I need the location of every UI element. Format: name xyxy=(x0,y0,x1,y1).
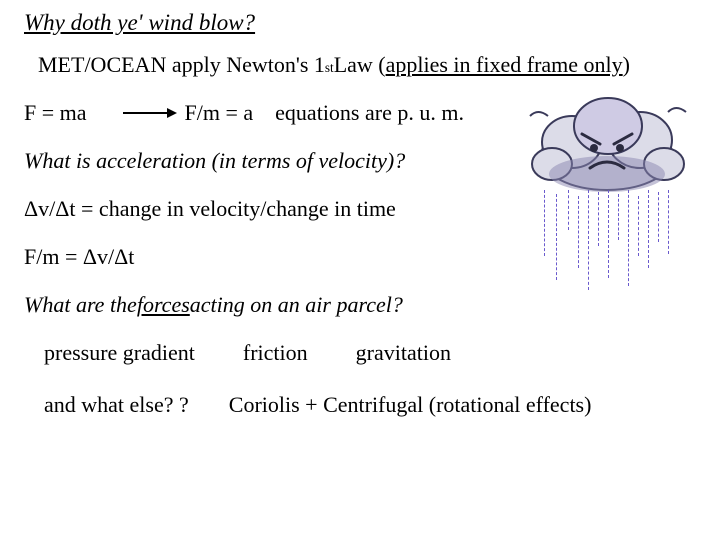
else-row: and what else? ? Coriolis + Centrifugal … xyxy=(24,392,696,418)
eq-fma: F = ma xyxy=(24,100,87,126)
text-suffix: ) xyxy=(623,52,630,78)
text-mid: Law ( xyxy=(334,52,386,78)
text-prefix: MET/OCEAN apply Newton's 1 xyxy=(38,52,325,78)
eq-fma2: F/m = a xyxy=(185,100,254,126)
newtons-law-line: MET/OCEAN apply Newton's 1st Law (applie… xyxy=(24,52,696,78)
else-question: and what else? ? xyxy=(44,392,189,418)
slide-root: Why doth ye' wind blow? MET/OCEAN apply … xyxy=(0,0,720,540)
force-friction: friction xyxy=(243,340,308,366)
text-underlined: applies in fixed frame only xyxy=(386,52,623,78)
rain-streaks xyxy=(538,190,678,300)
force-pressure-gradient: pressure gradient xyxy=(44,340,195,366)
text-underlined: forces xyxy=(137,292,190,318)
cloud-icon xyxy=(522,86,692,206)
text: What are the xyxy=(24,292,137,318)
arrow-icon xyxy=(123,106,177,120)
text: acting on an air parcel? xyxy=(190,292,403,318)
slide-title: Why doth ye' wind blow? xyxy=(24,10,696,36)
forces-list: pressure gradient friction gravitation xyxy=(24,340,696,366)
text-super: st xyxy=(325,60,334,76)
storm-cloud-graphic xyxy=(522,86,692,286)
else-answer: Coriolis + Centrifugal (rotational effec… xyxy=(229,392,592,418)
force-gravitation: gravitation xyxy=(356,340,451,366)
eq-note: equations are p. u. m. xyxy=(275,100,464,126)
